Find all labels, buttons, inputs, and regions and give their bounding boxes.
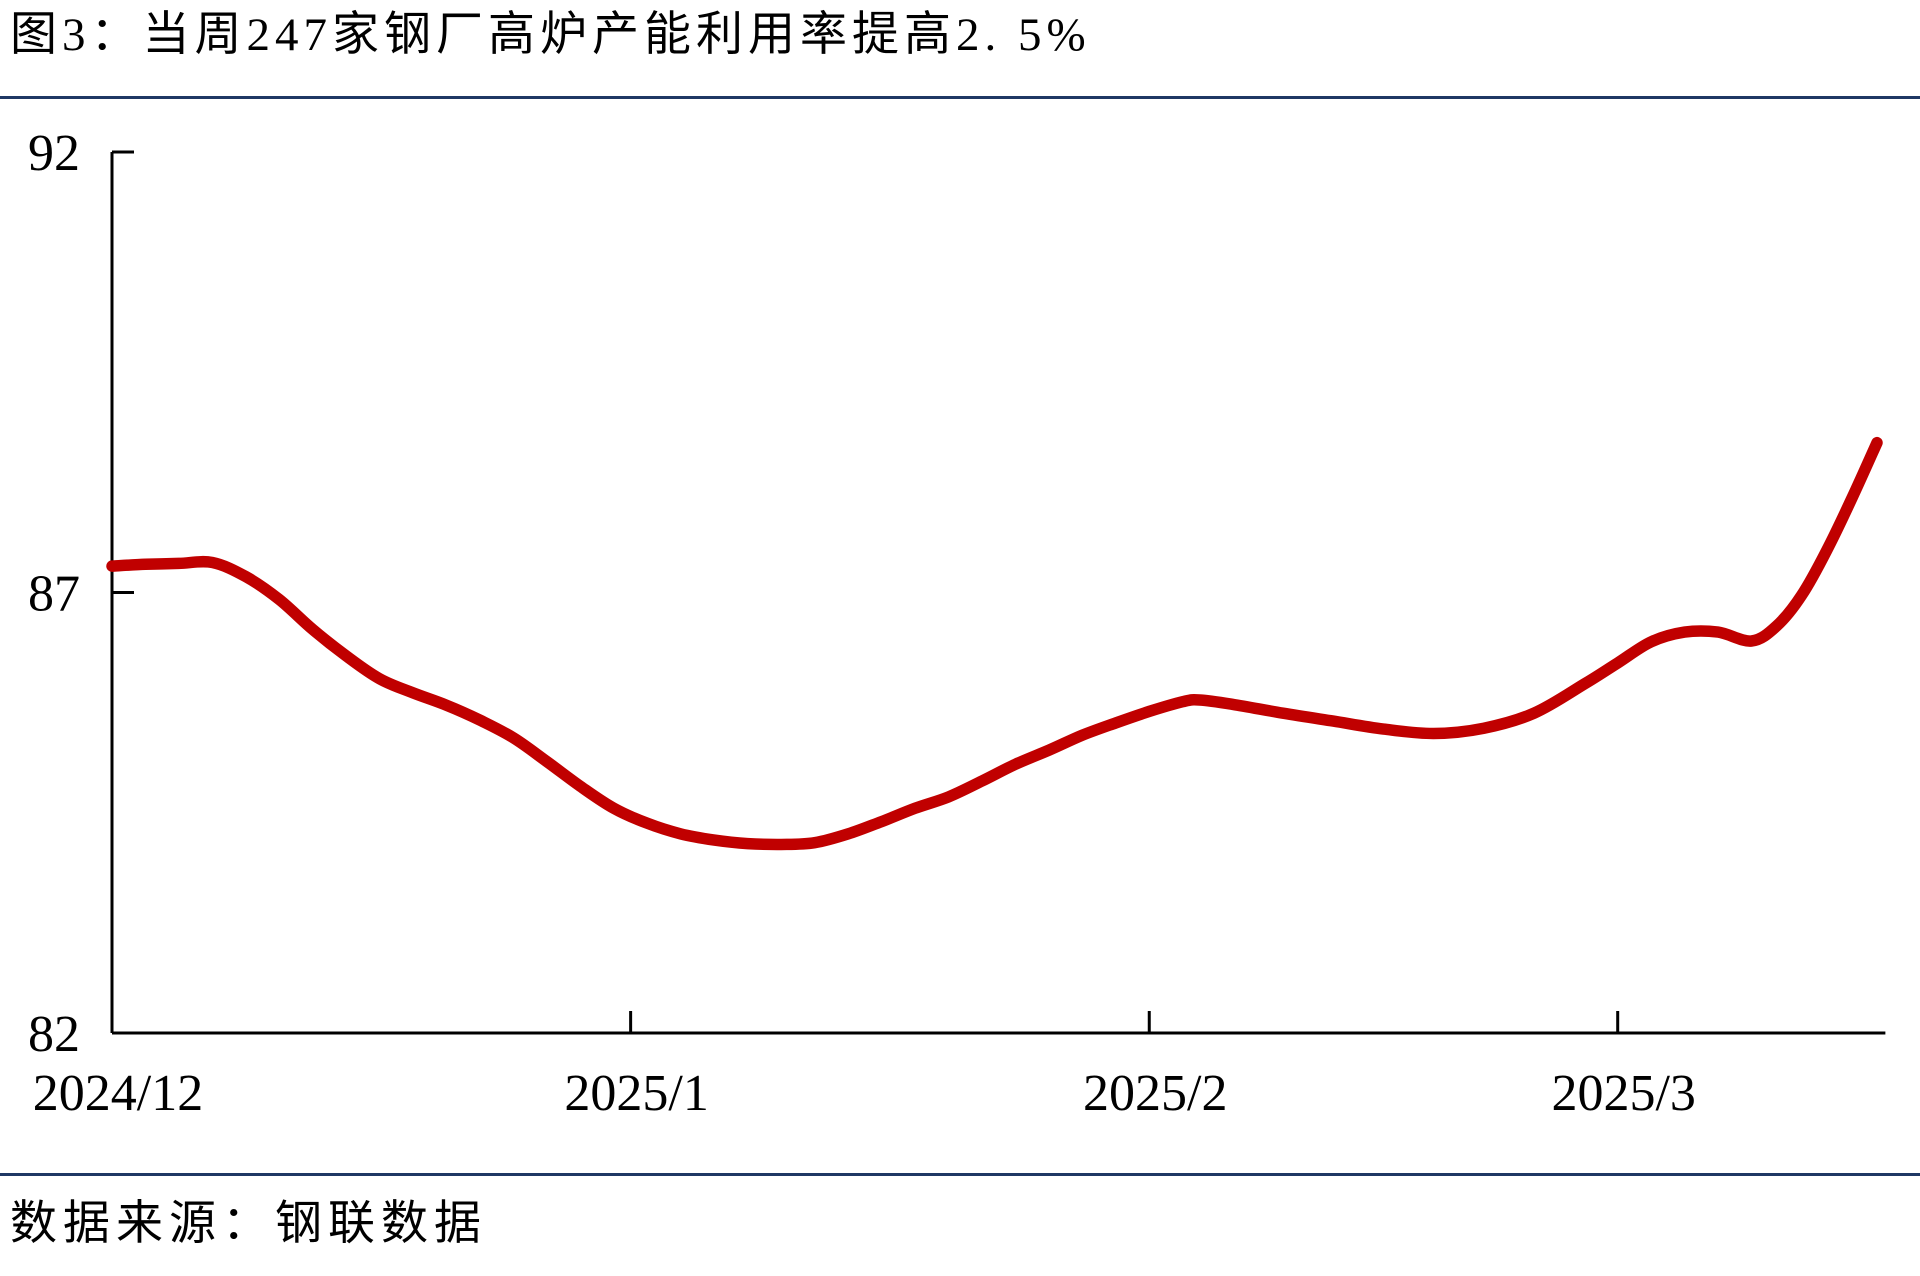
footer-divider [0,1173,1920,1176]
series-line [106,436,1883,851]
x-tick-label: 2024/12 [33,1065,203,1122]
x-tick-label: 2025/2 [1083,1065,1227,1122]
x-tick-label: 2025/1 [564,1065,708,1122]
y-tick-label: 82 [28,1006,80,1063]
chart-title: 图3：当周247家钢厂高炉产能利用率提高2. 5% [10,9,1091,61]
y-tick-label: 87 [28,566,80,623]
x-tick-label: 2025/3 [1551,1065,1695,1122]
y-tick-label: 92 [28,125,80,182]
source-note: 数据来源：钢联数据 [10,1198,487,1250]
title-divider [0,96,1920,99]
